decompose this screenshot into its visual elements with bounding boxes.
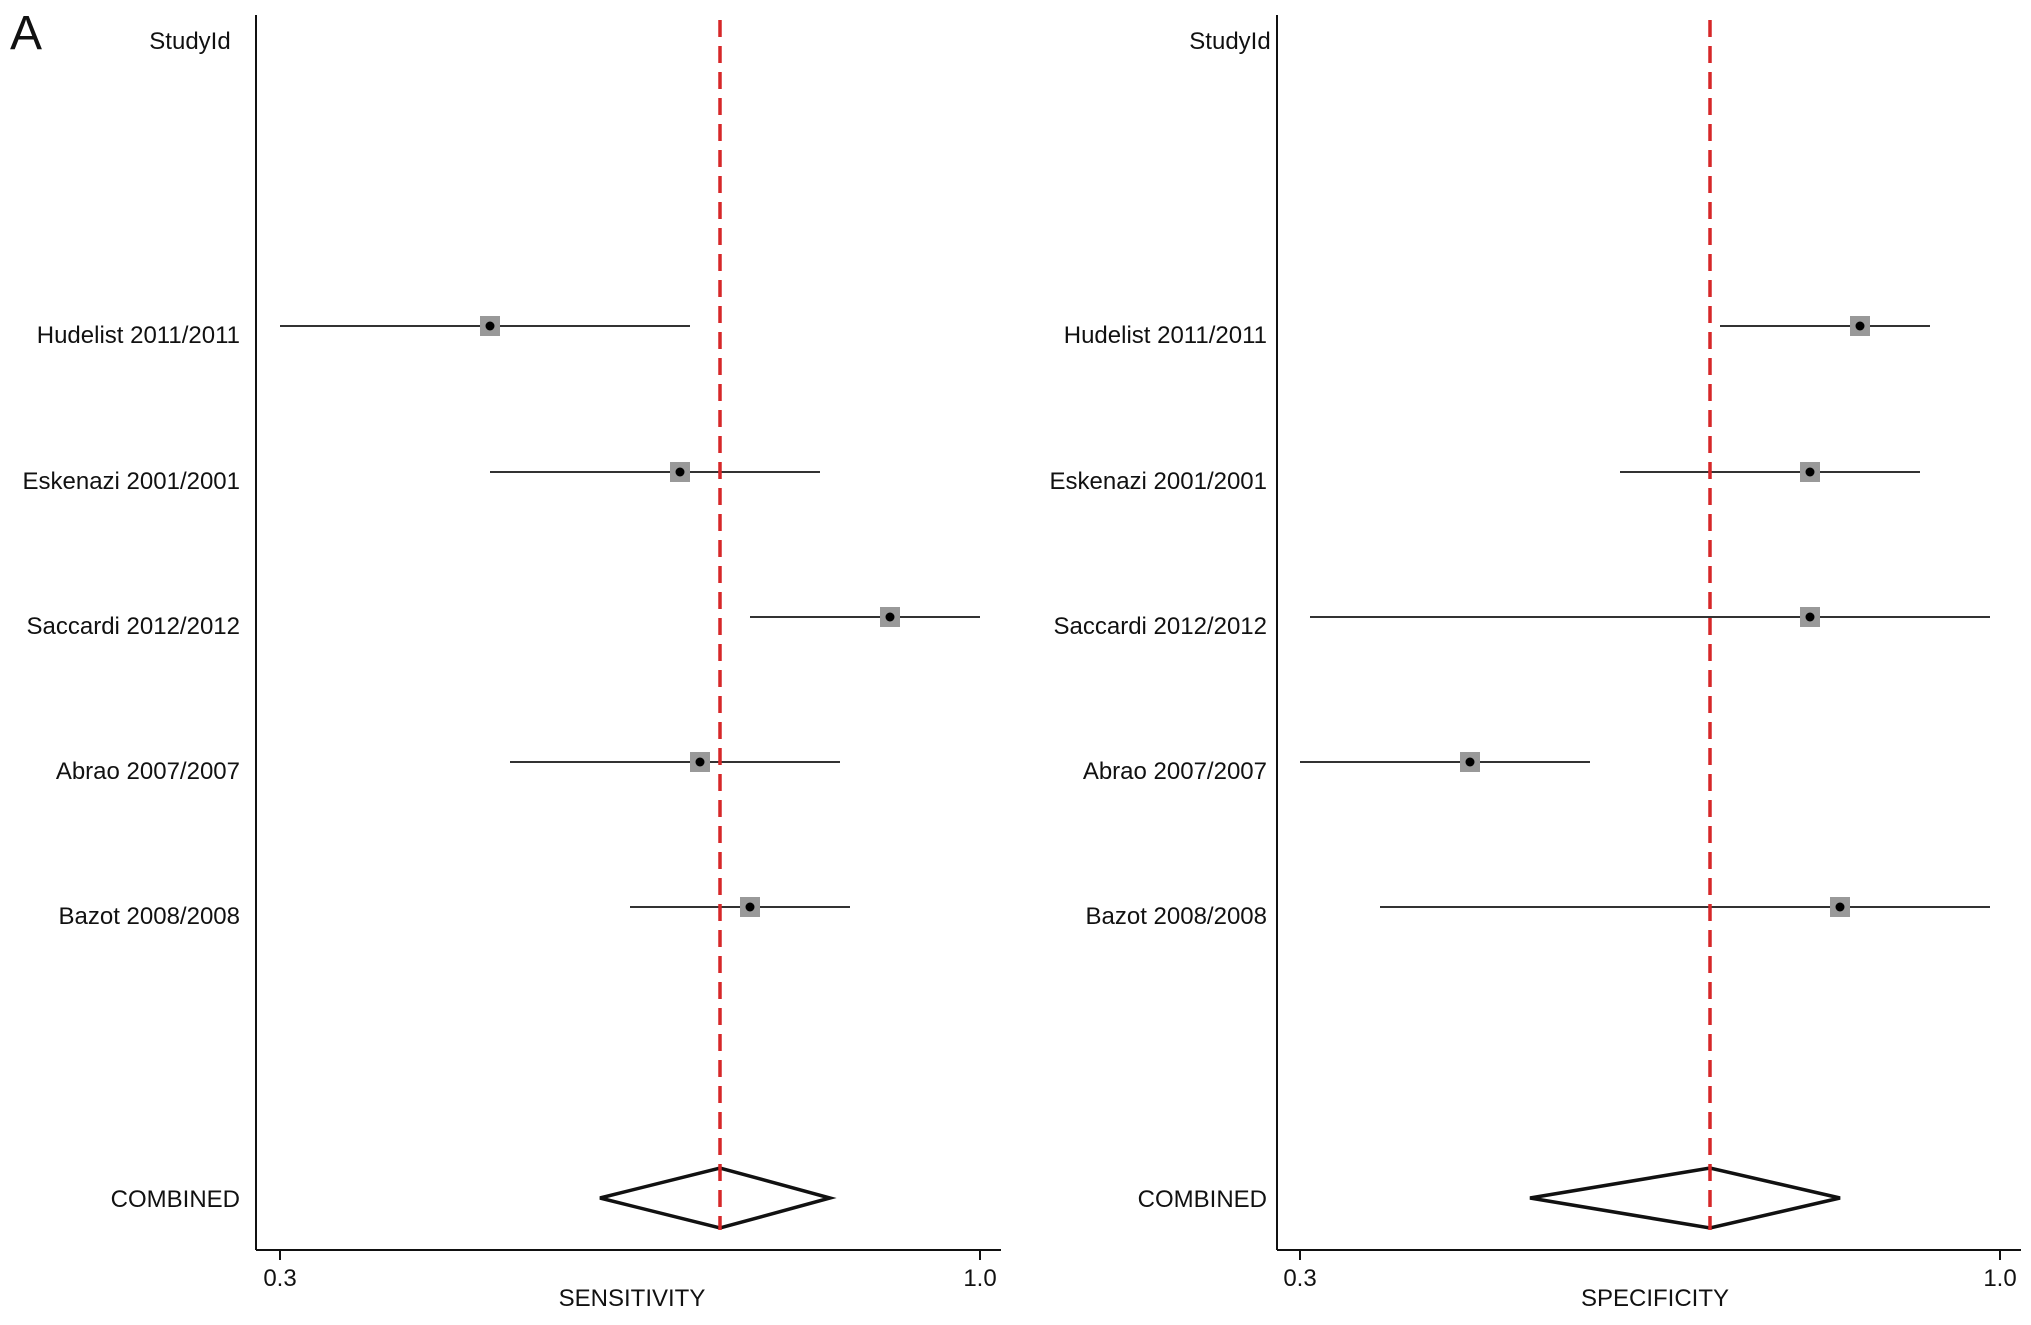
panel-2-header: StudyId — [1189, 28, 1270, 55]
panel-1-x-label: SENSITIVITY — [559, 1285, 706, 1312]
panel-2-tick-label-2: 1.0 — [1983, 1265, 2016, 1292]
panel-1-study-label-1: Hudelist 2011/2011 — [37, 322, 240, 349]
panel-1-estimate-dot-2 — [675, 467, 685, 477]
panel-2-estimate-dot-2 — [1805, 467, 1815, 477]
panel-1-estimate-dot-1 — [485, 321, 495, 331]
panel-1-header: StudyId — [149, 28, 230, 55]
panel-2-estimate-dot-5 — [1835, 902, 1845, 912]
panel-1-study-label-4: Abrao 2007/2007 — [56, 758, 240, 785]
panel-2-study-label-1: Hudelist 2011/2011 — [1064, 322, 1267, 349]
panel-1-study-label-5: Bazot 2008/2008 — [59, 903, 241, 930]
panel-letter: A — [10, 7, 43, 60]
panel-2-estimate-dot-4 — [1465, 757, 1475, 767]
panel-2-study-label-2: Eskenazi 2001/2001 — [1050, 468, 1268, 495]
panel-2-x-label: SPECIFICITY — [1581, 1285, 1729, 1312]
panel-1-combined-label: COMBINED — [111, 1186, 240, 1213]
panel-2-study-label-4: Abrao 2007/2007 — [1083, 758, 1267, 785]
panel-1-study-label-2: Eskenazi 2001/2001 — [23, 468, 241, 495]
panel-1-combined-diamond — [599, 1166, 837, 1230]
panel-2-study-label-5: Bazot 2008/2008 — [1086, 903, 1268, 930]
panel-1-tick-label-1: 0.3 — [263, 1265, 296, 1292]
panel-1-estimate-dot-5 — [745, 902, 755, 912]
panel-1-tick-label-2: 1.0 — [963, 1265, 996, 1292]
panel-2-combined-diamond — [1529, 1166, 1841, 1230]
panel-2-study-label-3: Saccardi 2012/2012 — [1054, 613, 1268, 640]
panel-2-tick-label-1: 0.3 — [1283, 1265, 1316, 1292]
panel-1-estimate-dot-4 — [695, 757, 705, 767]
panel-1-study-label-3: Saccardi 2012/2012 — [27, 613, 241, 640]
panel-1-estimate-dot-3 — [885, 612, 895, 622]
panel-2-combined-label: COMBINED — [1138, 1186, 1267, 1213]
panel-2-estimate-dot-3 — [1805, 612, 1815, 622]
panel-2-estimate-dot-1 — [1855, 321, 1865, 331]
